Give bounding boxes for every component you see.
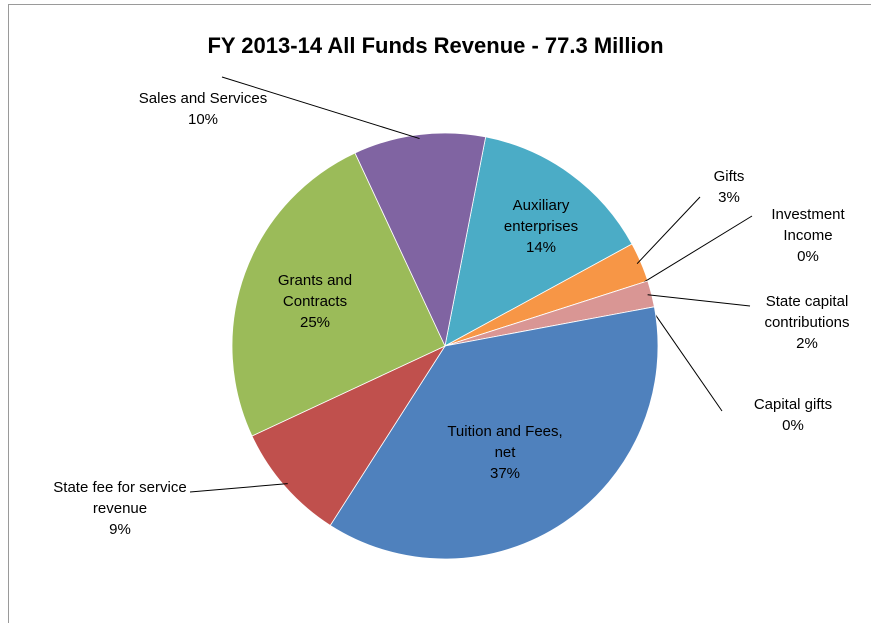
- leader-line: [643, 215, 753, 283]
- slice-label: State capital contributions 2%: [742, 291, 871, 354]
- leader-line: [189, 483, 288, 493]
- slice-label: State fee for service revenue 9%: [50, 477, 190, 540]
- value-label: 25%: [299, 314, 331, 331]
- value-label: 14%: [525, 239, 557, 256]
- value-label: 0%: [797, 248, 819, 265]
- category-label: Sales and Services: [138, 90, 268, 107]
- slice-label: Investment Income 0%: [753, 204, 863, 267]
- slice-label: Grants and Contracts 25%: [260, 270, 370, 333]
- slice-label: Auxiliary enterprises 14%: [491, 195, 591, 258]
- leader-line: [636, 196, 701, 265]
- leader-line: [650, 307, 723, 412]
- pie-slice: [444, 136, 633, 347]
- pie-slice: [329, 306, 659, 560]
- category-label: Tuition and Fees, net: [447, 423, 563, 461]
- leader-line: [221, 76, 420, 140]
- value-label: 10%: [187, 111, 219, 128]
- slice-label: Tuition and Fees, net 37%: [435, 421, 575, 484]
- leader-line: [647, 294, 751, 307]
- pie-slice: [231, 152, 446, 437]
- value-label: 37%: [489, 465, 521, 482]
- category-label: Investment Income: [771, 206, 845, 244]
- category-label: Capital gifts: [753, 396, 833, 413]
- slice-label: Sales and Services 10%: [118, 88, 288, 130]
- category-label: State fee for service revenue: [53, 479, 187, 517]
- pie-slice: [251, 345, 447, 526]
- value-label: 0%: [782, 417, 804, 434]
- category-label: Gifts: [713, 168, 745, 185]
- category-label: State capital contributions: [764, 293, 850, 331]
- value-label: 9%: [109, 521, 131, 538]
- category-label: Grants and Contracts: [277, 272, 353, 310]
- value-label: 3%: [718, 189, 740, 206]
- value-label: 2%: [796, 335, 818, 352]
- category-label: Auxiliary enterprises: [503, 197, 579, 235]
- chart-title: FY 2013-14 All Funds Revenue - 77.3 Mill…: [207, 33, 664, 58]
- slice-label: Capital gifts 0%: [733, 394, 853, 436]
- pie-slice: [354, 132, 487, 348]
- slice-label: Gifts 3%: [699, 166, 759, 208]
